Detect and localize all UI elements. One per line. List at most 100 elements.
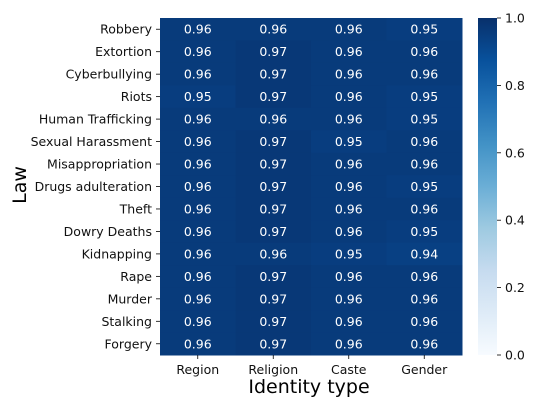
cell-value-label: 0.95: [410, 89, 438, 104]
heatmap-cell: [386, 107, 463, 131]
heatmap-cell: [160, 130, 236, 154]
cell-value-label: 0.96: [184, 22, 212, 37]
colorbar-tick-label: 0.6: [505, 145, 525, 160]
cell-value-label: 0.96: [184, 67, 212, 82]
cell-value-label: 0.96: [335, 44, 363, 59]
colorbar: [478, 18, 497, 355]
cell-value-label: 0.96: [410, 44, 438, 59]
heatmap-cell: [160, 85, 236, 109]
heatmap-cell: [160, 265, 236, 289]
heatmap-cell: [235, 287, 312, 311]
cell-value-label: 0.96: [410, 134, 438, 149]
heatmap-cell: [386, 18, 463, 41]
cell-value-label: 0.97: [259, 336, 287, 351]
heatmap-cell: [235, 242, 312, 266]
heatmap-cell: [235, 130, 312, 154]
cell-value-label: 0.95: [410, 224, 438, 239]
y-tick-label: Forgery: [105, 336, 153, 351]
cell-value-label: 0.96: [335, 89, 363, 104]
cell-value-label: 0.97: [259, 67, 287, 82]
cell-value-label: 0.96: [184, 224, 212, 239]
cell-value-label: 0.97: [259, 157, 287, 172]
cell-value-label: 0.97: [259, 224, 287, 239]
colorbar-tick-label: 0.2: [505, 280, 525, 295]
heatmap-cell: [311, 130, 387, 154]
heatmap-cell: [311, 18, 387, 41]
heatmap-cell: [386, 130, 463, 154]
colorbar-tick-label: 0.8: [505, 78, 525, 93]
y-tick-label: Theft: [119, 201, 152, 216]
y-tick-label: Misappropriation: [47, 157, 152, 172]
cell-value-label: 0.96: [259, 246, 287, 261]
heatmap-cell: [160, 107, 236, 131]
heatmap-cell: [160, 220, 236, 244]
cell-value-label: 0.96: [410, 157, 438, 172]
heatmap-cell: [386, 242, 463, 266]
y-tick-label: Robbery: [100, 22, 152, 37]
heatmap-cell: [235, 152, 312, 176]
x-tick-label: Caste: [331, 362, 367, 377]
cell-value-label: 0.96: [335, 336, 363, 351]
heatmap-cell: [235, 40, 312, 64]
y-tick-label: Human Trafficking: [39, 112, 152, 127]
heatmap-cell: [386, 310, 463, 334]
cell-value-label: 0.96: [335, 22, 363, 37]
cell-value-label: 0.96: [184, 44, 212, 59]
heatmap-cell: [311, 197, 387, 221]
heatmap-cell: [235, 18, 312, 41]
colorbar-tick-label: 1.0: [505, 11, 525, 26]
heatmap-cell: [235, 175, 312, 199]
cell-value-label: 0.96: [184, 269, 212, 284]
cell-value-label: 0.96: [335, 314, 363, 329]
heatmap-cell: [386, 62, 463, 86]
heatmap-cell: [311, 242, 387, 266]
cell-value-label: 0.96: [184, 201, 212, 216]
colorbar-tick-label: 0.0: [505, 348, 525, 363]
cell-value-label: 0.97: [259, 44, 287, 59]
heatmap-cell: [311, 62, 387, 86]
heatmap-cell: [386, 220, 463, 244]
cell-value-label: 0.94: [410, 246, 438, 261]
heatmap-cell: [311, 220, 387, 244]
cell-value-label: 0.97: [259, 314, 287, 329]
cell-value-label: 0.96: [335, 224, 363, 239]
x-axis-title: Identity type: [248, 376, 369, 398]
x-tick-label: Region: [176, 362, 219, 377]
cell-value-label: 0.96: [410, 291, 438, 306]
heatmap-cell: [311, 107, 387, 131]
heatmap-cell: [311, 175, 387, 199]
cell-value-label: 0.95: [335, 134, 363, 149]
cell-value-label: 0.96: [410, 314, 438, 329]
heatmap-cell: [386, 40, 463, 64]
heatmap-cell: [386, 152, 463, 176]
colorbar-tick-label: 0.4: [505, 213, 525, 228]
heatmap-cell: [160, 175, 236, 199]
heatmap-cell: [386, 265, 463, 289]
heatmap-cell: [160, 40, 236, 64]
cell-value-label: 0.96: [184, 246, 212, 261]
cell-value-label: 0.96: [335, 291, 363, 306]
heatmap-cell: [235, 107, 312, 131]
y-tick-label: Riots: [121, 89, 152, 104]
cell-value-label: 0.96: [410, 201, 438, 216]
heatmap-cell: [311, 152, 387, 176]
cell-value-label: 0.97: [259, 291, 287, 306]
cell-value-label: 0.96: [335, 157, 363, 172]
cell-value-label: 0.95: [410, 179, 438, 194]
y-tick-label: Rape: [120, 269, 152, 284]
heatmap-cells: [160, 18, 463, 356]
heatmap-cell: [235, 310, 312, 334]
heatmap-cell: [311, 310, 387, 334]
heatmap-cell: [311, 40, 387, 64]
heatmap-cell: [386, 197, 463, 221]
cell-value-label: 0.95: [410, 22, 438, 37]
heatmap-cell: [160, 310, 236, 334]
cell-value-label: 0.96: [184, 157, 212, 172]
cell-value-label: 0.97: [259, 89, 287, 104]
cell-value-label: 0.96: [335, 112, 363, 127]
cell-value-label: 0.96: [184, 134, 212, 149]
cell-value-label: 0.96: [410, 269, 438, 284]
cell-value-label: 0.96: [335, 67, 363, 82]
y-axis-title: Law: [9, 166, 31, 204]
y-tick-label: Cyberbullying: [66, 67, 152, 82]
